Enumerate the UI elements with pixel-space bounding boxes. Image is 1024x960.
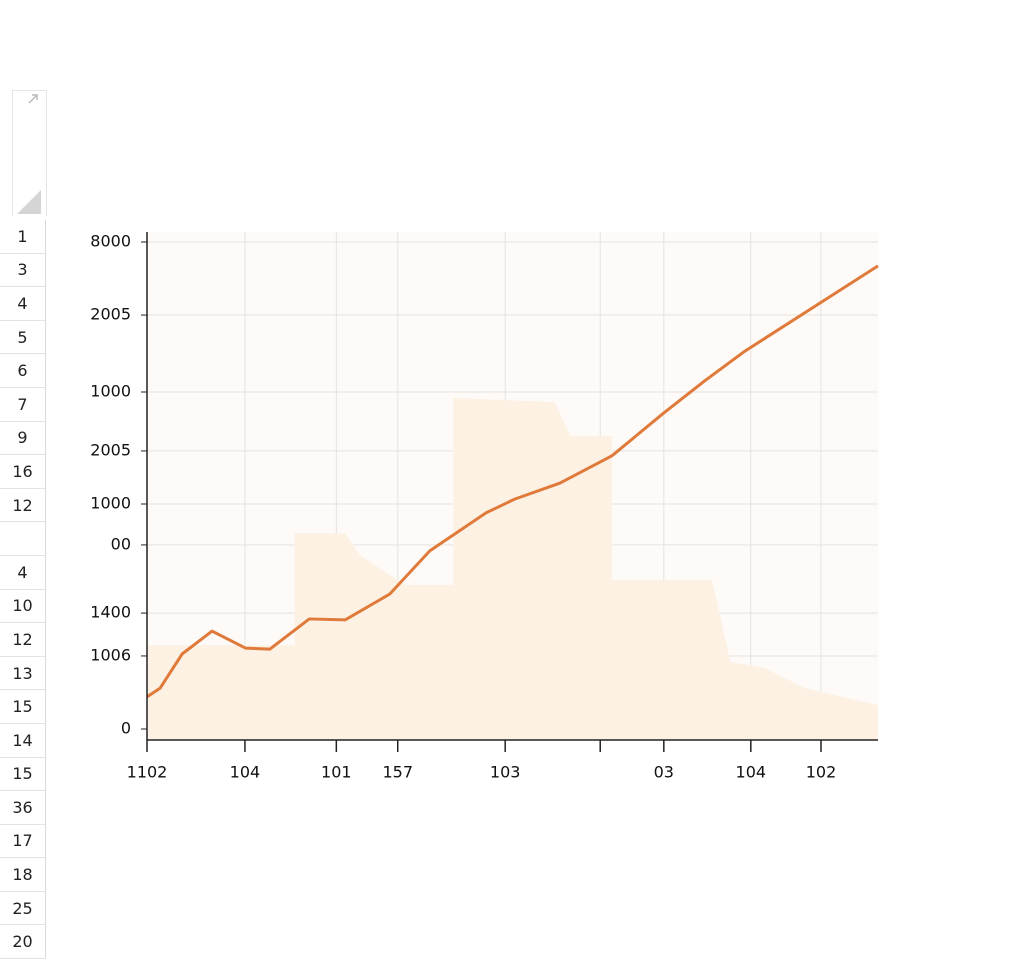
y-tick-label: 2005 xyxy=(90,440,131,459)
line xyxy=(146,264,879,699)
row-header[interactable]: 6 xyxy=(0,354,46,388)
row-header[interactable]: 4 xyxy=(0,555,46,590)
row-header[interactable]: 1 xyxy=(0,220,46,254)
y-tick-label: 1000 xyxy=(90,494,131,513)
row-header[interactable]: 20 xyxy=(0,925,46,960)
row-header[interactable]: 9 xyxy=(0,421,46,456)
x-tick-label: 101 xyxy=(321,763,352,782)
x-tick-label: 157 xyxy=(382,763,413,782)
y-tick-label: 00 xyxy=(111,534,131,553)
row-header[interactable]: 18 xyxy=(0,858,46,892)
x-tick-label: 104 xyxy=(230,763,261,782)
row-header[interactable]: 15 xyxy=(0,690,46,724)
x-tick-label: 103 xyxy=(490,763,521,782)
expand-icon xyxy=(28,94,38,104)
x-tick-label: 104 xyxy=(736,763,767,782)
row-header[interactable]: 36 xyxy=(0,791,46,825)
row-header[interactable]: 17 xyxy=(0,824,46,859)
row-header[interactable]: 7 xyxy=(0,387,46,422)
x-tick-label: 1102 xyxy=(127,763,168,782)
row-headers: 1 3 4 5 6 7 9 16 12 4 10 12 13 15 14 15 36 17 18 25 20 xyxy=(0,220,46,960)
row-header[interactable]: 13 xyxy=(0,656,46,691)
row-header[interactable]: 12 xyxy=(0,488,46,523)
row-header[interactable]: 10 xyxy=(0,589,46,624)
y-tick-label: 0 xyxy=(121,719,131,738)
y-tick-label: 1400 xyxy=(90,603,131,622)
row-header[interactable]: 3 xyxy=(0,253,46,288)
select-all-triangle xyxy=(17,190,41,214)
row-header[interactable]: 15 xyxy=(0,757,46,792)
y-tick-label: 8000 xyxy=(90,232,131,251)
corner-icons xyxy=(17,94,41,214)
row-header[interactable]: 5 xyxy=(0,320,46,355)
row-header[interactable]: 12 xyxy=(0,623,46,657)
y-tick-label: 2005 xyxy=(90,305,131,324)
area xyxy=(147,397,878,740)
row-header[interactable]: 25 xyxy=(0,891,46,926)
row-header[interactable]: 4 xyxy=(0,287,46,321)
x-tick-label: 03 xyxy=(654,763,674,782)
row-header[interactable] xyxy=(0,522,46,556)
sheet-corner[interactable] xyxy=(12,90,47,216)
row-header[interactable]: 16 xyxy=(0,455,46,489)
x-tick-label: 102 xyxy=(806,763,837,782)
row-header[interactable]: 14 xyxy=(0,723,46,758)
y-tick-label: 1006 xyxy=(90,645,131,664)
y-tick-label: 1000 xyxy=(90,381,131,400)
